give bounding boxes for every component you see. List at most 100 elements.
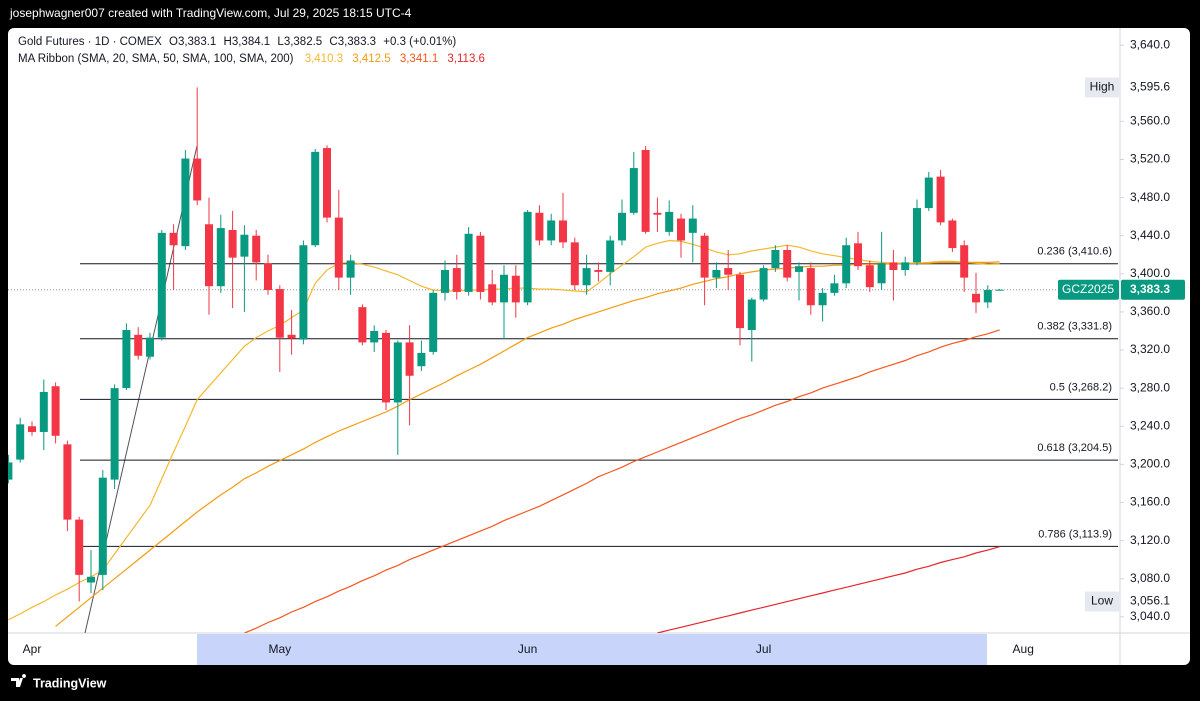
y-tick-label: 3,280.0 [1130,380,1170,394]
candle-body [724,268,733,275]
candle-body [677,218,685,241]
candle-body [311,151,320,246]
candle-body [995,289,1004,291]
brand-logo: TradingView [11,674,107,690]
y-tick-label: 3,400.0 [1130,266,1170,280]
candle-body [629,168,638,213]
y-tick-label: 3,080.0 [1130,571,1170,585]
open: O3,383.1 [169,36,216,48]
candle-body [547,220,556,241]
candle-body [382,332,390,403]
candle-body [618,212,626,241]
candle-body [936,176,945,223]
candle-body [913,208,921,263]
candle-body [865,265,874,288]
y-tick-label: 3,560.0 [1130,114,1170,128]
x-tick-label: Jul [756,642,771,656]
y-tick-label: 3,160.0 [1130,495,1170,509]
candle-body [665,211,674,232]
candle-body [924,177,933,209]
fib-label: 0.236 (3,410.6) [1037,246,1112,258]
candle-body [405,342,414,376]
y-tick-label: 3,440.0 [1130,228,1170,242]
candle-body [358,307,367,343]
plot-marks: 0.236 (3,410.6) 0.382 (3,331.8) 0.5 (3,268… [8,87,1120,633]
candle-body [134,334,143,356]
candle-body [842,245,851,284]
candle-body [429,292,438,352]
ma-title: MA Ribbon (SMA, 20, SMA, 50, SMA, 100, S… [18,53,294,65]
price-badge [1121,279,1185,300]
fib-label: 0.618 (3,204.5) [1037,442,1112,454]
extreme-tag [1085,77,1119,98]
candle-body [854,243,862,267]
candle-body [747,299,756,331]
candle-body [193,158,202,201]
y-tick-label: 3,200.0 [1130,457,1170,471]
candle-body [830,283,839,293]
fib-label: 0.5 (3,268.2) [1050,381,1112,393]
candle-body [441,270,449,293]
candle-body [806,268,815,306]
candle-body [901,262,910,270]
candle-body [39,391,48,432]
candle-body [948,220,957,249]
ma-value: 3,341.1 [400,53,438,65]
extreme-label: High [1090,80,1115,94]
candle-body [393,342,402,403]
candle-body [500,274,508,303]
credit: josephwagner007 created with TradingView… [9,6,412,20]
candle-body [688,218,697,233]
candle-body [264,263,272,291]
candle-body [87,576,95,583]
candle-body [476,235,485,292]
candle-body [122,330,131,389]
candle-body [972,293,980,303]
candle-body [877,263,886,284]
symbol-badge [1058,279,1119,300]
candle-body [205,224,213,287]
x-tick-label: Aug [1013,642,1034,656]
y-tick-label: 3,640.0 [1130,37,1170,51]
candle-body [960,245,969,278]
candle-body [983,290,992,303]
candle-body [370,330,379,343]
candle-body [146,337,154,357]
price-badge-label: 3,383.3 [1130,282,1170,296]
ma-legend: MA Ribbon (SMA, 20, SMA, 50, SMA, 100, S… [18,53,485,65]
ma-value: 3,412.5 [352,53,390,65]
candle-body [228,229,237,258]
ma-value: 3,113.6 [447,53,485,65]
y-tick-label: 3,240.0 [1130,418,1170,432]
plot: 0.236 (3,410.6) 0.382 (3,331.8) 0.5 (3,268… [8,87,1120,633]
candle-body [452,268,461,292]
change: +0.3 (+0.01%) [383,36,456,48]
overlay: 3,040.0 3,080.0 3,120.0 3,160.0 3,200.0 3,240… [23,37,1185,656]
symbol-legend: Gold Futures · 1D · COMEX O3,383.1 H3,38… [18,36,456,48]
candle-body [51,386,60,436]
x-tick-label: Jun [518,642,537,656]
candle-body [157,232,166,338]
candle-body [275,289,284,338]
candle-body [511,275,520,303]
candle-body [287,334,296,339]
y-tick-label: 3,040.0 [1130,609,1170,623]
low: L3,382.5 [277,36,322,48]
candle-body [783,249,792,278]
extreme-axis-tag [1121,591,1185,612]
moving-average [657,546,1000,633]
candle-body [334,217,343,278]
candle-body [736,274,744,329]
close: C3,383.3 [329,36,376,48]
ma-value: 3,410.3 [305,53,343,65]
symbol-badge-label: GCZ2025 [1062,282,1114,296]
candle-body [16,424,25,460]
candle-body [169,232,178,246]
symbol: Gold Futures · 1D · COMEX [18,36,162,48]
candle-body [252,235,261,263]
candle-body [771,249,780,269]
candle-body [523,211,532,303]
candle-body [464,233,473,292]
chart-area [8,28,1190,665]
